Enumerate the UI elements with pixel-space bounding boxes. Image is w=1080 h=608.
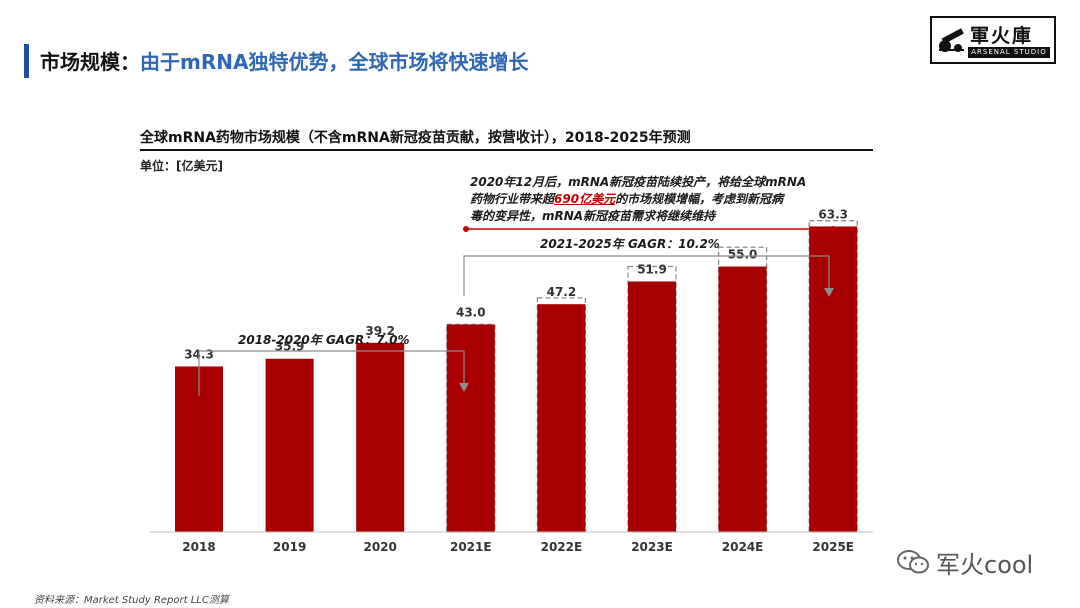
wechat-watermark: 军火cool (896, 546, 1034, 579)
category-label-2022E: 2022E (541, 540, 583, 554)
annotation-accent-dot-right (830, 226, 836, 232)
page-title-prefix: 市场规模： (40, 50, 140, 74)
chart-unit-label: 单位：[亿美元] (140, 159, 223, 173)
bar-2023E (628, 281, 676, 532)
value-label-2021E: 43.0 (456, 305, 486, 319)
value-label-2022E: 47.2 (547, 285, 577, 299)
category-label-2020: 2020 (363, 540, 396, 554)
bar-2025E (809, 226, 858, 533)
category-label-2024E: 2024E (722, 540, 764, 554)
page-title-main: 由于mRNA独特优势，全球市场将快速增长 (140, 50, 529, 74)
chart-title-rule (140, 149, 873, 151)
annotation-highlight: 690亿美元 (554, 192, 616, 206)
value-label-2019: 35.9 (275, 340, 305, 354)
category-label-2019: 2019 (273, 540, 306, 554)
footer-source: 资料来源：Market Study Report LLC测算 (34, 595, 229, 606)
page-title: 市场规模：由于mRNA独特优势，全球市场将快速增长 (40, 46, 528, 75)
watermark-text: 军火cool (936, 550, 1034, 579)
cannon-icon (939, 28, 964, 52)
value-label-2020: 39.2 (365, 324, 395, 338)
category-label-2023E: 2023E (631, 540, 673, 554)
cagr-2018-2020-label: 2018-2020年 GAGR：7.0% (238, 333, 409, 347)
chart-title: 全球mRNA药物市场规模（不含mRNA新冠疫苗贡献，按营收计），2018-202… (140, 130, 691, 146)
logo-en-text: ARSENAL STUDIO (968, 47, 1050, 58)
cagr-2021-2025-arrow (463, 255, 830, 296)
bar-2022E (537, 304, 586, 532)
bar-2021E (446, 324, 495, 532)
annotation-line-2: 药物行业带来超690亿美元的市场规模增幅，考虑到新冠病 (470, 192, 784, 206)
value-label-2023E: 51.9 (637, 262, 667, 276)
category-label-2018: 2018 (182, 540, 215, 554)
bar-2020 (356, 342, 405, 532)
annotation-note: 2020年12月后，mRNA新冠疫苗陆续投产，将给全球mRNA 药物行业带来超6… (470, 174, 860, 225)
annotation-line-1: 2020年12月后，mRNA新冠疫苗陆续投产，将给全球mRNA (470, 175, 807, 189)
logo-cn-text: 軍火庫 (970, 25, 1034, 47)
wechat-icon (897, 550, 929, 574)
bar-2024E (718, 266, 767, 532)
cagr-2021-2025-arrowhead (824, 288, 834, 297)
header-accent-bar (24, 44, 29, 78)
bar-2019 (265, 358, 314, 532)
arsenal-studio-logo: 軍火庫 ARSENAL STUDIO (930, 16, 1056, 64)
annotation-line-3: 毒的变异性，mRNA新冠疫苗需求将继续维持 (470, 209, 716, 223)
cagr-2021-2025-label: 2021-2025年 GAGR：10.2% (540, 237, 720, 251)
category-label-2025E: 2025E (812, 540, 854, 554)
annotation-accent-dot-left (463, 226, 469, 232)
cagr-2018-2020-arrow (198, 350, 465, 396)
value-label-2025E: 63.3 (818, 207, 848, 221)
cagr-2018-2020-arrowhead (459, 383, 469, 392)
category-label-2021E: 2021E (450, 540, 492, 554)
value-label-2024E: 55.0 (728, 248, 758, 262)
